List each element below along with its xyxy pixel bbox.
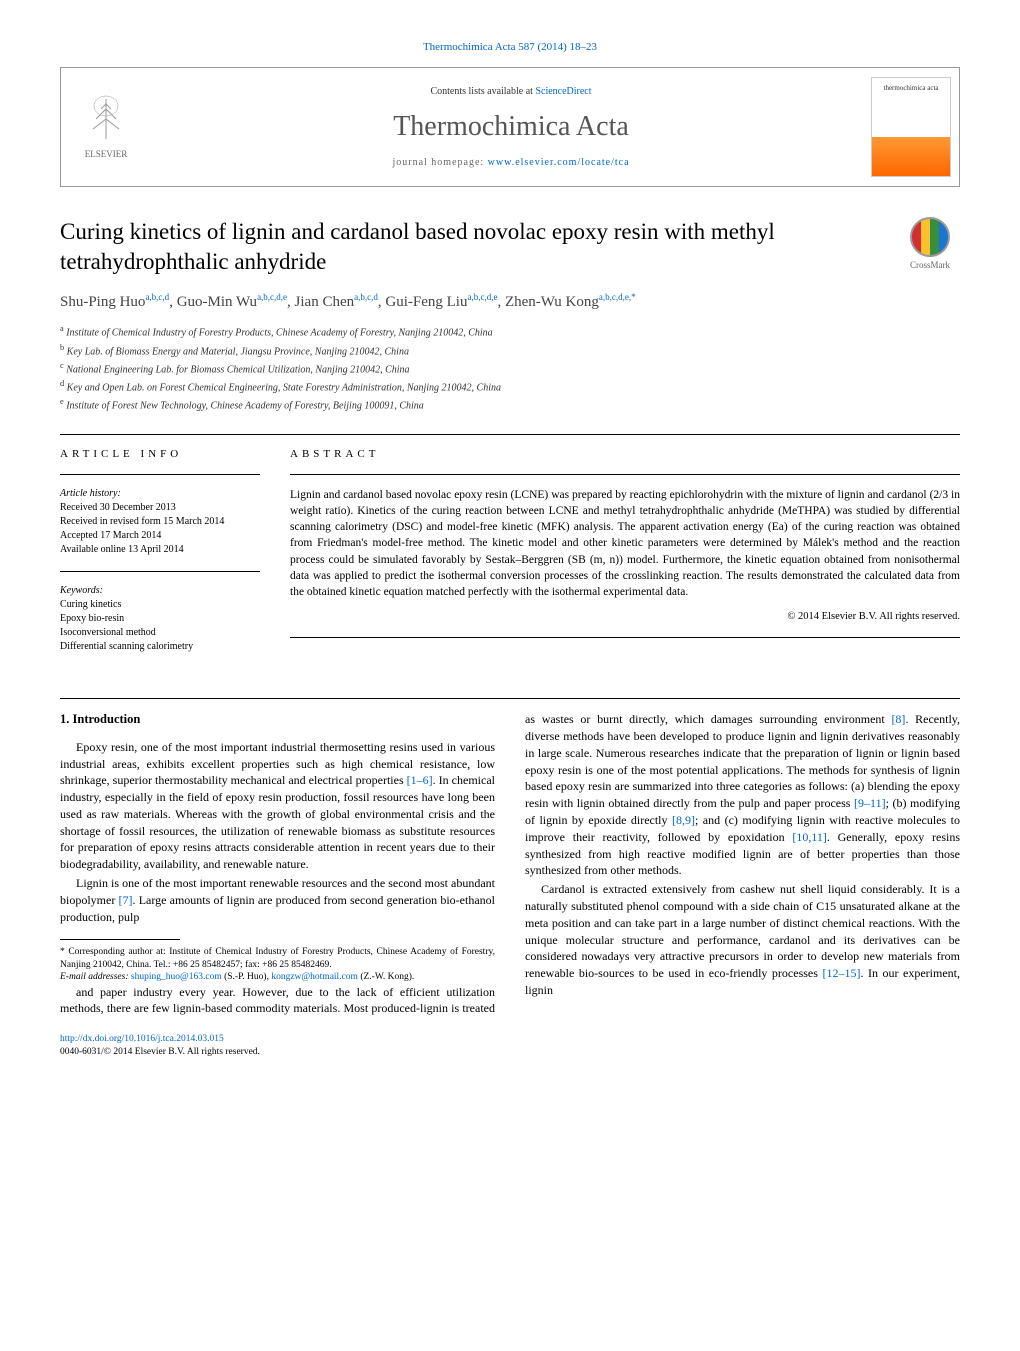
email-suffix: (S.-P. Huo), xyxy=(222,972,272,982)
page-footer: http://dx.doi.org/10.1016/j.tca.2014.03.… xyxy=(60,1033,960,1060)
journal-header: ELSEVIER Contents lists available at Sci… xyxy=(60,67,960,187)
journal-reference: Thermochimica Acta 587 (2014) 18–23 xyxy=(60,40,960,55)
journal-name: Thermochimica Acta xyxy=(151,107,871,146)
article-history: Article history: Received 30 December 20… xyxy=(60,487,260,557)
history-label: Article history: xyxy=(60,487,260,501)
divider xyxy=(60,474,260,475)
header-center: Contents lists available at ScienceDirec… xyxy=(151,85,871,170)
affiliation-item: d Key and Open Lab. on Forest Chemical E… xyxy=(60,378,960,395)
article-info-column: ARTICLE INFO Article history: Received 3… xyxy=(60,447,260,668)
article-title: Curing kinetics of lignin and cardanol b… xyxy=(60,217,900,277)
affiliations-list: a Institute of Chemical Industry of Fore… xyxy=(60,323,960,414)
footnotes: * Corresponding author at: Institute of … xyxy=(60,946,495,983)
crossmark-badge[interactable]: CrossMark xyxy=(900,217,960,272)
section-1-heading: 1. Introduction xyxy=(60,711,495,729)
divider xyxy=(60,698,960,699)
email-link[interactable]: shuping_huo@163.com xyxy=(131,972,222,982)
publisher-logo: ELSEVIER xyxy=(61,86,151,169)
history-line: Received in revised form 15 March 2014 xyxy=(60,515,260,529)
elsevier-tree-icon xyxy=(81,94,131,144)
contents-text: Contents lists available at xyxy=(430,86,535,97)
body-paragraph: Cardanol is extracted extensively from c… xyxy=(525,881,960,999)
abstract-copyright: © 2014 Elsevier B.V. All rights reserved… xyxy=(290,610,960,625)
email-suffix: (Z.-W. Kong). xyxy=(358,972,414,982)
crossmark-icon xyxy=(910,217,950,257)
history-line: Received 30 December 2013 xyxy=(60,501,260,515)
divider xyxy=(60,434,960,435)
issn-copyright: 0040-6031/© 2014 Elsevier B.V. All right… xyxy=(60,1047,260,1057)
body-paragraph: Lignin is one of the most important rene… xyxy=(60,875,495,925)
doi-link[interactable]: http://dx.doi.org/10.1016/j.tca.2014.03.… xyxy=(60,1034,224,1044)
keyword-item: Isoconversional method xyxy=(60,626,260,640)
footnote-separator xyxy=(60,939,180,940)
divider xyxy=(290,474,960,475)
corresponding-author-note: * Corresponding author at: Institute of … xyxy=(60,946,495,971)
history-line: Accepted 17 March 2014 xyxy=(60,529,260,543)
keyword-item: Epoxy bio-resin xyxy=(60,612,260,626)
keyword-item: Differential scanning calorimetry xyxy=(60,640,260,654)
email-addresses: E-mail addresses: shuping_huo@163.com (S… xyxy=(60,971,495,983)
crossmark-label: CrossMark xyxy=(910,260,950,270)
email-link[interactable]: kongzw@hotmail.com xyxy=(271,972,358,982)
history-line: Available online 13 April 2014 xyxy=(60,543,260,557)
article-info-heading: ARTICLE INFO xyxy=(60,447,260,462)
affiliation-item: a Institute of Chemical Industry of Fore… xyxy=(60,323,960,340)
journal-homepage: journal homepage: www.elsevier.com/locat… xyxy=(151,156,871,170)
authors-list: Shu-Ping Huoa,b,c,d, Guo-Min Wua,b,c,d,e… xyxy=(60,291,960,313)
cover-title: thermochimica acta xyxy=(872,78,950,94)
keyword-item: Curing kinetics xyxy=(60,598,260,612)
keywords-label: Keywords: xyxy=(60,584,260,598)
abstract-column: ABSTRACT Lignin and cardanol based novol… xyxy=(290,447,960,668)
affiliation-item: e Institute of Forest New Technology, Ch… xyxy=(60,396,960,413)
contents-available: Contents lists available at ScienceDirec… xyxy=(151,85,871,99)
keywords-block: Keywords: Curing kineticsEpoxy bio-resin… xyxy=(60,584,260,654)
affiliation-item: b Key Lab. of Biomass Energy and Materia… xyxy=(60,342,960,359)
divider xyxy=(60,571,260,572)
abstract-heading: ABSTRACT xyxy=(290,447,960,462)
article-body: 1. Introduction Epoxy resin, one of the … xyxy=(60,711,960,1017)
journal-cover-thumbnail: thermochimica acta xyxy=(871,77,951,177)
homepage-link[interactable]: www.elsevier.com/locate/tca xyxy=(488,157,630,168)
email-label: E-mail addresses: xyxy=(60,972,131,982)
abstract-text: Lignin and cardanol based novolac epoxy … xyxy=(290,487,960,600)
body-paragraph: Epoxy resin, one of the most important i… xyxy=(60,739,495,873)
sciencedirect-link[interactable]: ScienceDirect xyxy=(535,86,591,97)
divider xyxy=(290,637,960,638)
publisher-name: ELSEVIER xyxy=(85,148,128,161)
affiliation-item: c National Engineering Lab. for Biomass … xyxy=(60,360,960,377)
homepage-prefix: journal homepage: xyxy=(392,157,487,168)
